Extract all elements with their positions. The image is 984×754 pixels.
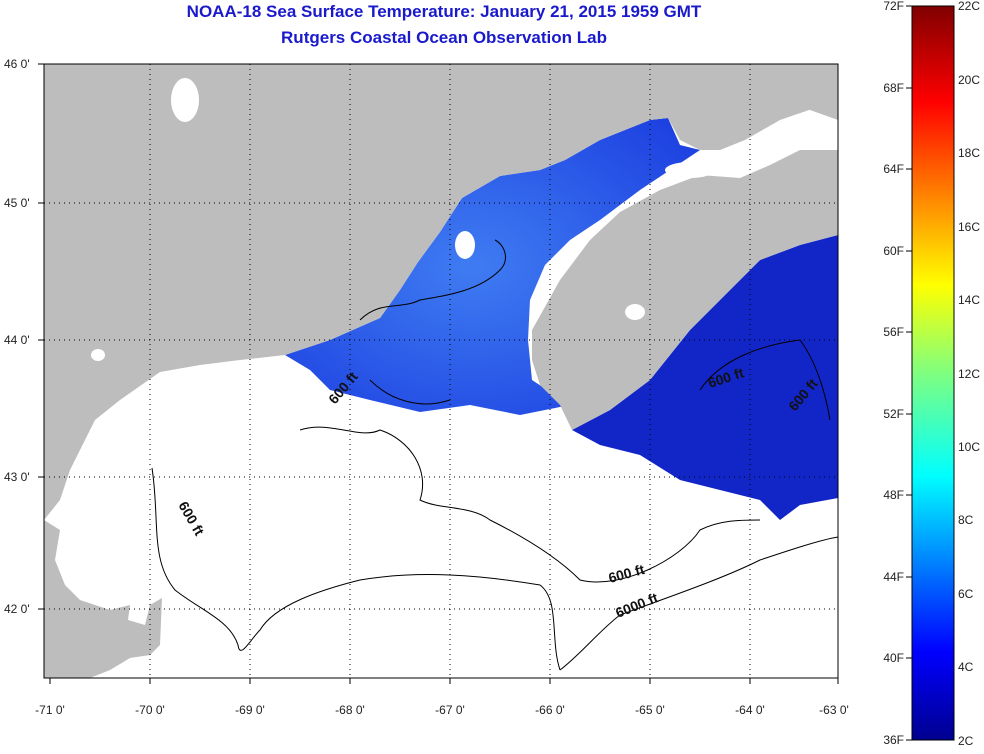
lake bbox=[455, 231, 475, 259]
lon-tick-label: -65 0' bbox=[635, 703, 665, 717]
colorbar-label-f: 64F bbox=[883, 162, 904, 176]
land-cape-breton bbox=[770, 64, 838, 120]
lat-tick-label: 43 0' bbox=[4, 470, 30, 484]
colorbar-label-c: 2C bbox=[958, 734, 974, 748]
lat-tick-label: 45 0' bbox=[4, 196, 30, 210]
colorbar-label-f: 48F bbox=[883, 488, 904, 502]
colorbar-label-c: 8C bbox=[958, 513, 974, 527]
contour-600ft-basin bbox=[359, 239, 506, 405]
lat-tick-label: 46 0' bbox=[4, 57, 30, 71]
contour-600ft-western bbox=[151, 467, 561, 671]
colorbar-label-f: 60F bbox=[883, 244, 904, 258]
map-subtitle: Rutgers Coastal Ocean Observation Lab bbox=[281, 28, 607, 47]
colorbar-label-f: 68F bbox=[883, 81, 904, 95]
colorbar-label-c: 16C bbox=[958, 220, 980, 234]
sst-data-gulf-of-maine bbox=[285, 118, 700, 415]
colorbar-label-c: 22C bbox=[958, 0, 980, 13]
map-border bbox=[43, 63, 839, 679]
lon-tick-label: -68 0' bbox=[335, 703, 365, 717]
colorbar-label-c: 14C bbox=[958, 293, 980, 307]
colorbar-label-f: 56F bbox=[883, 325, 904, 339]
lon-tick-label: -71 0' bbox=[35, 703, 65, 717]
sst-data-scotian-shelf bbox=[572, 235, 838, 520]
lon-tick-label: -69 0' bbox=[235, 703, 265, 717]
lake bbox=[665, 162, 715, 178]
land-maine-new-brunswick bbox=[44, 64, 838, 520]
axis-ticks bbox=[38, 63, 839, 684]
colorbar-label-f: 36F bbox=[883, 733, 904, 747]
lake bbox=[625, 304, 645, 320]
land-massachusetts bbox=[44, 520, 162, 678]
colorbar bbox=[911, 5, 955, 741]
lon-tick-label: -64 0' bbox=[735, 703, 765, 717]
lake bbox=[91, 349, 105, 361]
colorbar-label-f: 72F bbox=[883, 0, 904, 13]
contour-6000ft bbox=[559, 536, 838, 671]
lon-tick-label: -67 0' bbox=[435, 703, 465, 717]
lon-tick-label: -66 0' bbox=[535, 703, 565, 717]
land-nova-scotia bbox=[532, 150, 838, 430]
colorbar-label-f: 40F bbox=[883, 651, 904, 665]
colorbar-label-c: 10C bbox=[958, 440, 980, 454]
lon-tick-label: -63 0' bbox=[819, 703, 849, 717]
lake bbox=[171, 78, 199, 122]
lat-tick-label: 44 0' bbox=[4, 333, 30, 347]
colorbar-label-c: 12C bbox=[958, 367, 980, 381]
colorbar-label-c: 20C bbox=[958, 73, 980, 87]
colorbar-label-c: 4C bbox=[958, 660, 974, 674]
lat-tick-label: 42 0' bbox=[4, 602, 30, 616]
colorbar-ticks bbox=[906, 5, 912, 741]
colorbar-label-c: 6C bbox=[958, 587, 974, 601]
contour-600ft-georges bbox=[299, 426, 761, 583]
colorbar-label-c: 18C bbox=[958, 146, 980, 160]
map-title: NOAA-18 Sea Surface Temperature: January… bbox=[186, 2, 702, 21]
lon-tick-label: -70 0' bbox=[135, 703, 165, 717]
colorbar-label-f: 44F bbox=[883, 570, 904, 584]
colorbar-label-f: 52F bbox=[883, 407, 904, 421]
